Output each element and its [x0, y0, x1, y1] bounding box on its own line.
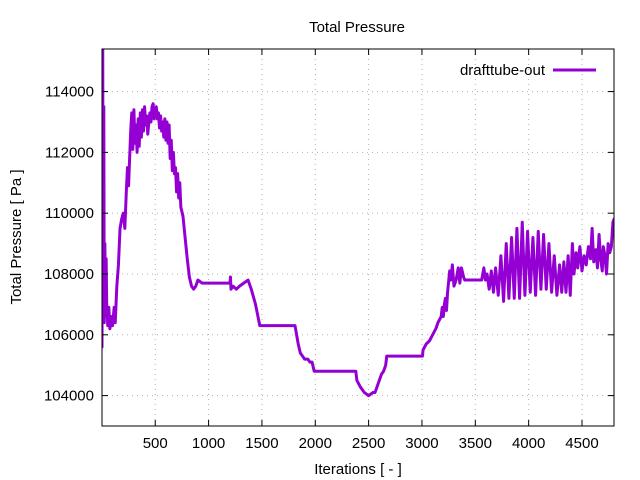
x-axis-label: Iterations [ - ] [314, 461, 402, 478]
y-tick-label: 112000 [45, 144, 94, 161]
plot-frame [101, 48, 615, 427]
x-tick-label: 4500 [565, 435, 598, 452]
x-tick-label: 4000 [512, 435, 545, 452]
y-tick-label: 110000 [45, 205, 94, 222]
x-tick-label: 3000 [405, 435, 438, 452]
axis-ticks: 500 1000 1500 2000 2500 3000 3500 4000 4500 10400… [44, 49, 614, 452]
x-tick-label: 500 [143, 435, 168, 452]
x-tick-label: 1500 [245, 435, 278, 452]
x-tick-label: 3500 [459, 435, 492, 452]
legend-label-drafttube-out: drafttube-out [460, 62, 546, 79]
x-tick-label: 1000 [192, 435, 225, 452]
x-tick-label: 2000 [299, 435, 332, 452]
series-layer [102, 49, 614, 398]
grid [102, 49, 614, 426]
y-tick-label: 106000 [44, 327, 94, 344]
y-tick-label: 114000 [45, 84, 94, 101]
legend: drafttube-out [460, 62, 596, 79]
y-tick-label: 108000 [44, 266, 94, 283]
series-line-drafttube-out [102, 49, 614, 398]
x-tick-label: 2500 [352, 435, 385, 452]
y-axis-label: Total Pressure [ Pa ] [8, 169, 25, 304]
chart-title: Total Pressure [309, 19, 405, 36]
y-tick-label: 104000 [44, 388, 94, 405]
